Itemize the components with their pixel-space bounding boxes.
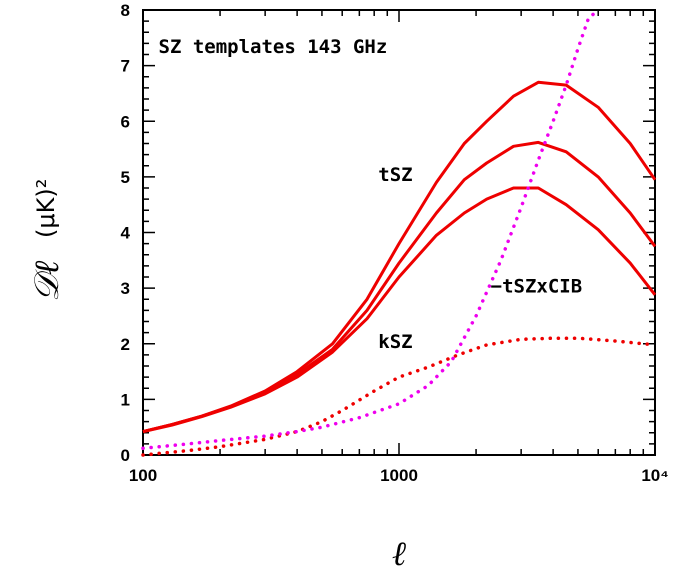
annotation-1: SZ templates 143 GHz: [159, 36, 388, 58]
x-axis-label: ℓ: [392, 534, 406, 573]
plot-frame: [142, 9, 656, 456]
y-tick-label: 8: [121, 1, 130, 20]
y-tick-label: 0: [121, 446, 130, 465]
x-tick-label: 100: [129, 466, 157, 485]
y-tick-label: 7: [121, 57, 130, 76]
axis-ticks: [142, 9, 656, 456]
series-line-1: [142, 80, 657, 434]
series-line-4: [141, 336, 657, 457]
x-tick-label: 1000: [380, 466, 418, 485]
annotations: SZ templates 143 GHz tSZ −tSZxCIB kSZ: [159, 36, 583, 353]
series-layer: [141, 8, 657, 457]
annotation-3: −tSZxCIB: [491, 275, 583, 297]
x-tick-label: 10⁴: [641, 466, 668, 485]
series-line-5: [141, 8, 600, 451]
series-line-3: [142, 186, 657, 434]
y-axis-symbol: 𝒟ℓ: [27, 261, 67, 302]
annotation-2: tSZ: [378, 164, 412, 186]
y-tick-label: 4: [121, 224, 131, 243]
y-tick-label: 6: [121, 112, 130, 131]
y-tick-label: 3: [121, 279, 130, 298]
tick-labels: 0 1 2 3 4 5 6 7 8 100 1000 10⁴: [121, 1, 669, 485]
y-tick-label: 1: [121, 390, 130, 409]
annotation-4: kSZ: [378, 331, 412, 353]
y-axis-label: 𝒟ℓ (μK)²: [27, 179, 67, 302]
y-tick-label: 5: [121, 168, 130, 187]
y-tick-label: 2: [121, 335, 130, 354]
y-axis-unit: (μK)²: [32, 179, 60, 238]
